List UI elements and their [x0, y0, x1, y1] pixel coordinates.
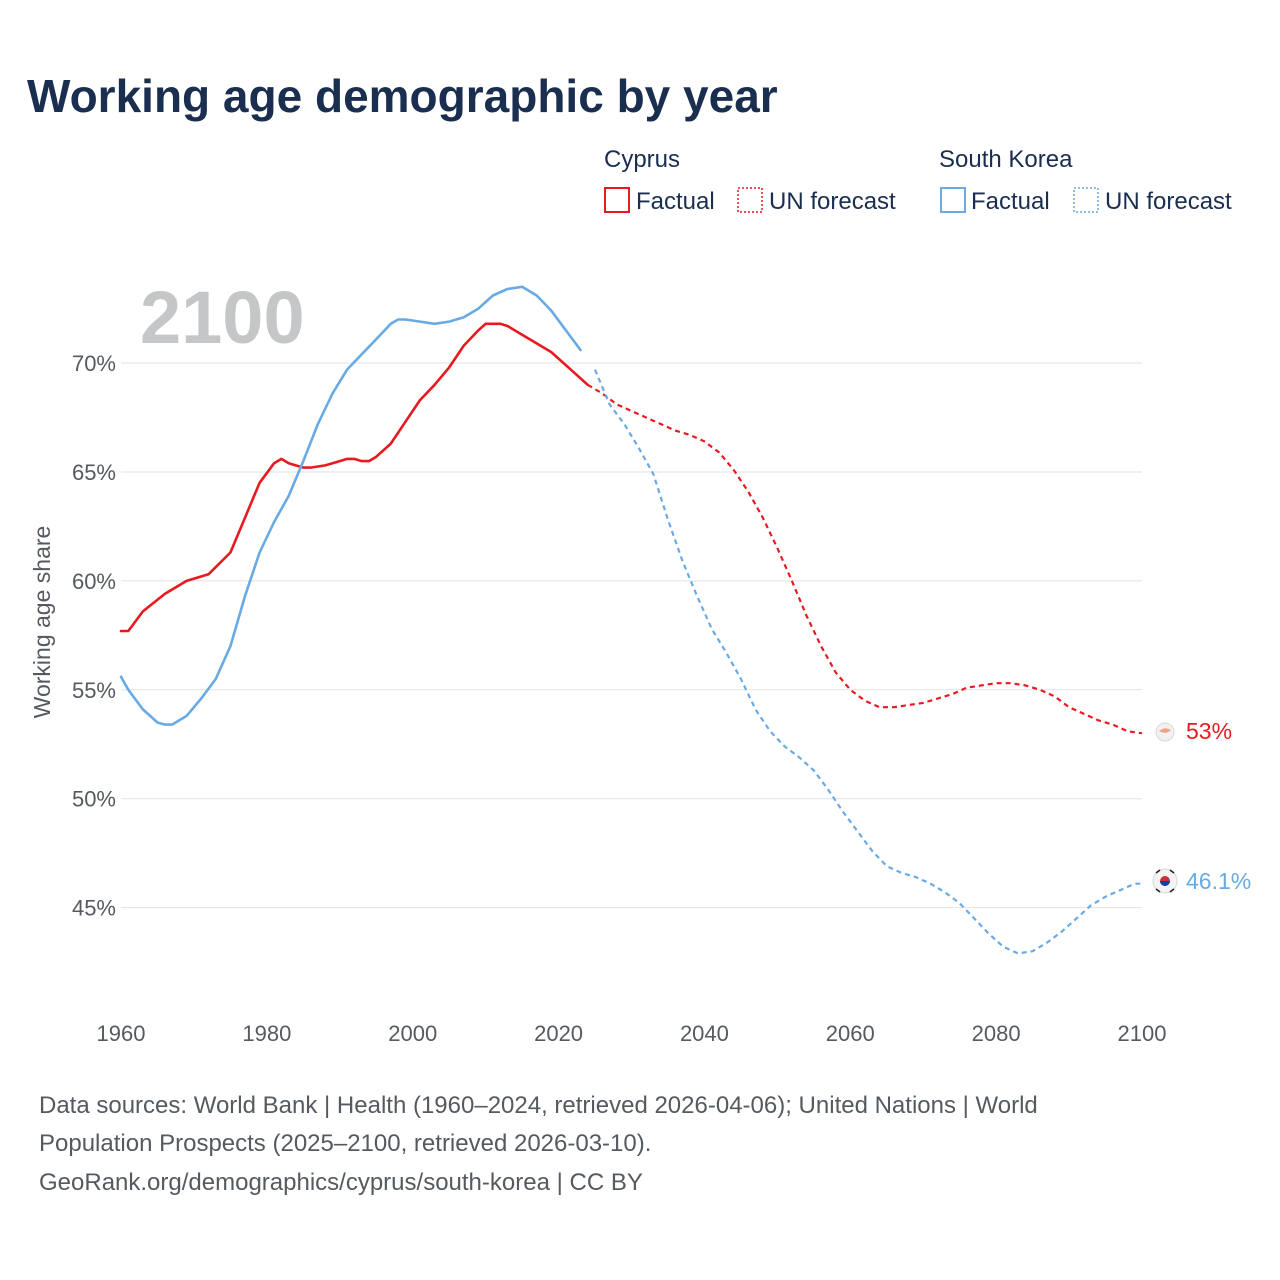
south-korea-flag-taegeuk-blue [1160, 881, 1170, 886]
south-korea-flag-trigrams [1155, 869, 1175, 893]
legend-label-cyprus-forecast: UN forecast [769, 188, 896, 215]
y-tick-label: 65% [72, 460, 116, 485]
legend: Cyprus Factual UN forecast South Korea F… [604, 146, 1232, 215]
legend-swatch-south-korea-forecast [1073, 187, 1099, 213]
series-line-cyprus-forecast [587, 383, 1143, 735]
x-tick-label: 2100 [1118, 1021, 1167, 1046]
year-watermark: 2100 [140, 276, 305, 359]
x-tick-label: 2040 [680, 1021, 729, 1046]
end-marker-cyprus: 53% [1155, 718, 1232, 744]
legend-swatch-south-korea-factual [940, 187, 966, 213]
legend-group-cyprus: Cyprus [604, 146, 680, 173]
x-tick-label: 2020 [534, 1021, 583, 1046]
gridlines [121, 362, 1142, 909]
series-line-south-korea-forecast [593, 369, 1142, 955]
y-tick-label: 45% [72, 896, 116, 921]
source-line-3: GeoRank.org/demographics/cyprus/south-ko… [39, 1169, 643, 1196]
legend-group-south-korea: South Korea [939, 146, 1073, 173]
x-tick-label: 1960 [97, 1021, 146, 1046]
legend-label-south-korea-forecast: UN forecast [1105, 188, 1232, 215]
source-line-2: Population Prospects (2025–2100, retriev… [39, 1130, 651, 1157]
source-line-1: Data sources: World Bank | Health (1960–… [39, 1092, 1038, 1119]
x-tick-label: 2060 [826, 1021, 875, 1046]
y-tick-label: 50% [72, 787, 116, 812]
series-line-south-korea-factual [119, 285, 582, 726]
series-line-cyprus-factual [119, 322, 589, 633]
end-label-south-korea: 46.1% [1186, 868, 1251, 894]
x-tick-label: 2000 [388, 1021, 437, 1046]
y-axis-label: Working age share [29, 526, 55, 719]
series-lines [119, 285, 1143, 955]
x-axis-ticks: 1960 1980 2000 2020 2040 2060 2080 2100 [97, 1021, 1167, 1046]
legend-label-south-korea-factual: Factual [971, 188, 1050, 215]
legend-swatch-cyprus-forecast [737, 187, 763, 213]
y-axis-ticks: 45% 50% 55% 60% 65% 70% [72, 351, 116, 921]
legend-swatch-cyprus-factual [604, 187, 630, 213]
y-tick-label: 55% [72, 678, 116, 703]
y-tick-label: 70% [72, 351, 116, 376]
chart-title: Working age demographic by year [27, 70, 778, 122]
end-marker-south-korea: 46.1% [1152, 868, 1251, 894]
cyprus-flag-map-shape [1159, 728, 1171, 733]
x-tick-label: 2080 [972, 1021, 1021, 1046]
y-tick-label: 60% [72, 569, 116, 594]
x-tick-label: 1980 [242, 1021, 291, 1046]
legend-label-cyprus-factual: Factual [636, 188, 715, 215]
end-label-cyprus: 53% [1186, 718, 1232, 744]
source-note: Data sources: World Bank | Health (1960–… [39, 1092, 1038, 1196]
